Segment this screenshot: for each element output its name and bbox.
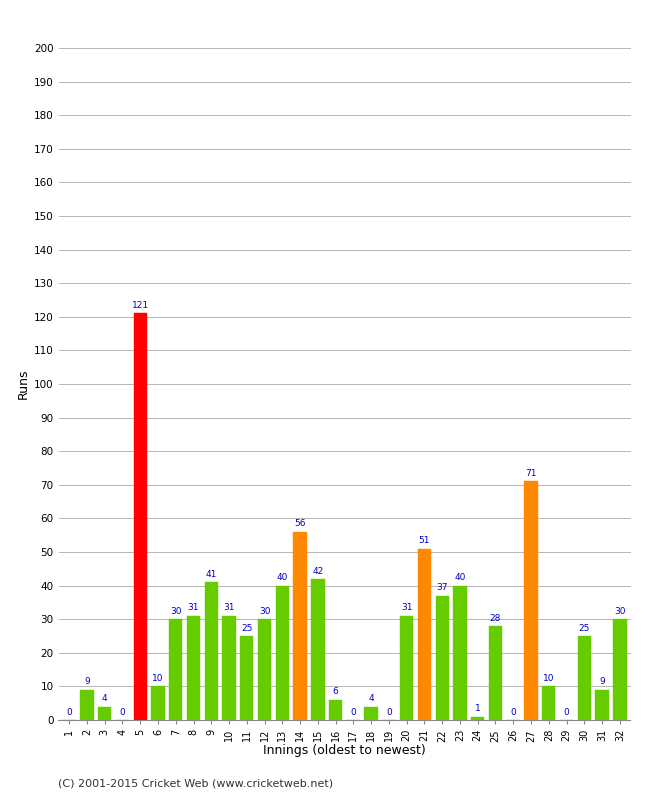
Text: 30: 30 bbox=[259, 607, 270, 616]
Bar bbox=[311, 579, 324, 720]
Bar bbox=[222, 616, 236, 720]
Bar bbox=[436, 596, 449, 720]
Text: 56: 56 bbox=[294, 519, 306, 529]
Text: 28: 28 bbox=[490, 614, 501, 622]
Bar bbox=[258, 619, 271, 720]
Text: 40: 40 bbox=[454, 574, 465, 582]
Text: 31: 31 bbox=[224, 603, 235, 613]
Text: 10: 10 bbox=[152, 674, 164, 683]
Bar bbox=[187, 616, 200, 720]
Bar bbox=[205, 582, 218, 720]
Text: 42: 42 bbox=[312, 566, 324, 575]
Bar bbox=[80, 690, 94, 720]
Text: 31: 31 bbox=[401, 603, 412, 613]
Bar bbox=[133, 314, 147, 720]
Bar bbox=[525, 482, 538, 720]
Text: (C) 2001-2015 Cricket Web (www.cricketweb.net): (C) 2001-2015 Cricket Web (www.cricketwe… bbox=[58, 778, 333, 788]
Text: 0: 0 bbox=[66, 708, 72, 717]
Bar bbox=[418, 549, 431, 720]
Text: 40: 40 bbox=[277, 574, 288, 582]
Text: 30: 30 bbox=[614, 607, 625, 616]
Bar bbox=[365, 706, 378, 720]
Text: 4: 4 bbox=[369, 694, 374, 703]
Bar bbox=[276, 586, 289, 720]
Text: 1: 1 bbox=[475, 704, 480, 714]
Bar bbox=[169, 619, 183, 720]
Text: 10: 10 bbox=[543, 674, 554, 683]
Text: 0: 0 bbox=[120, 708, 125, 717]
Text: 0: 0 bbox=[350, 708, 356, 717]
Text: 31: 31 bbox=[188, 603, 200, 613]
Bar bbox=[240, 636, 254, 720]
Bar bbox=[453, 586, 467, 720]
Bar bbox=[329, 700, 343, 720]
Text: 37: 37 bbox=[436, 583, 448, 592]
Text: 51: 51 bbox=[419, 536, 430, 546]
Text: 41: 41 bbox=[205, 570, 217, 579]
Text: 9: 9 bbox=[84, 678, 90, 686]
Text: 30: 30 bbox=[170, 607, 181, 616]
Text: 121: 121 bbox=[132, 301, 149, 310]
Y-axis label: Runs: Runs bbox=[17, 369, 30, 399]
Bar bbox=[400, 616, 413, 720]
Bar bbox=[293, 532, 307, 720]
Bar bbox=[471, 717, 484, 720]
Bar bbox=[613, 619, 627, 720]
Bar bbox=[595, 690, 609, 720]
Text: 0: 0 bbox=[564, 708, 569, 717]
X-axis label: Innings (oldest to newest): Innings (oldest to newest) bbox=[263, 744, 426, 758]
Text: 71: 71 bbox=[525, 469, 537, 478]
Bar bbox=[489, 626, 502, 720]
Text: 25: 25 bbox=[241, 624, 252, 633]
Text: 0: 0 bbox=[510, 708, 516, 717]
Text: 25: 25 bbox=[578, 624, 590, 633]
Text: 0: 0 bbox=[386, 708, 392, 717]
Text: 4: 4 bbox=[102, 694, 107, 703]
Bar bbox=[578, 636, 591, 720]
Bar bbox=[542, 686, 556, 720]
Bar bbox=[98, 706, 111, 720]
Text: 9: 9 bbox=[599, 678, 605, 686]
Bar bbox=[151, 686, 164, 720]
Text: 6: 6 bbox=[333, 687, 339, 697]
